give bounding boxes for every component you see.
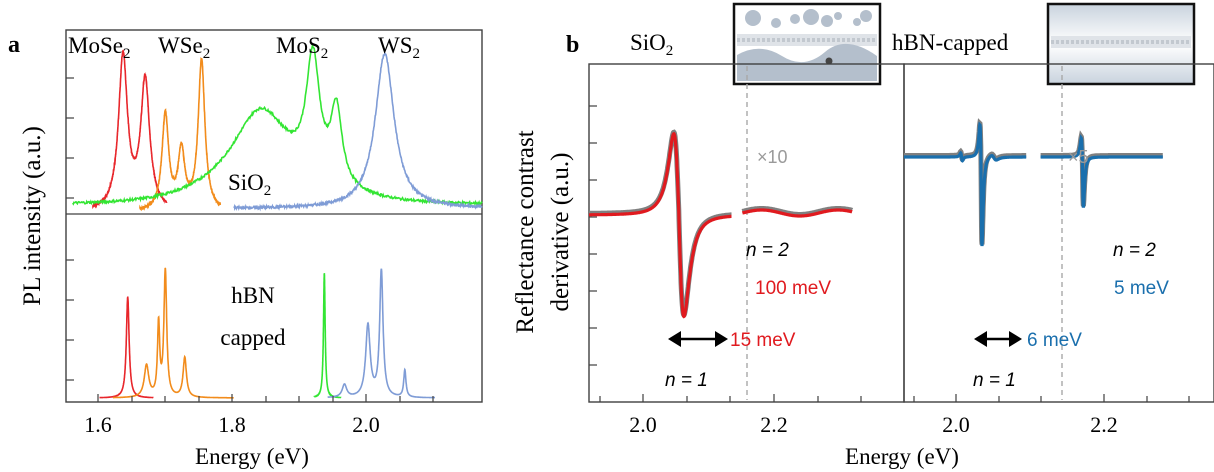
peak-label-ws2: WS2: [378, 33, 420, 62]
panel-b-right-frame: [903, 63, 1214, 403]
peak-label-wse2: WSe2: [158, 33, 210, 62]
panel-b-left-scale: ×10: [757, 147, 788, 167]
panel-a-ylabel: PL intensity (a.u.): [19, 126, 46, 306]
panel-b-ylabel-line1: Reflectance contrast: [512, 130, 539, 333]
panel-a-xtick-label: 1.6: [84, 412, 112, 437]
panel-b-left-width-n1: 15 meV: [730, 330, 796, 351]
panel-a-hbn-label-line1: hBN: [231, 283, 275, 308]
panel-b-xticks: [599, 394, 1190, 402]
pl-series-mose2-hbn: [99, 296, 154, 399]
panel-b-left-n1: n = 1: [665, 370, 708, 391]
pl-series-mos2-sio2: [72, 43, 483, 207]
sio2-schematic-icon: [732, 2, 882, 86]
panel-b-right-width-n2: 5 meV: [1114, 278, 1169, 299]
reflectance-curve-hbn-n1-reference: [904, 118, 1027, 245]
panel-a-xticks: [97, 394, 434, 402]
panel-b-left-n2: n = 2: [746, 240, 789, 261]
panel-a-letter: a: [8, 32, 20, 58]
panel-a-xtick-label: 2.0: [352, 412, 380, 437]
panel-b-right-n1: n = 1: [973, 370, 1016, 391]
panel-a-sio2-label: SiO2: [228, 170, 271, 199]
panel-b-xtick-label: 2.2: [760, 412, 788, 437]
peak-label-mos2: MoS2: [276, 33, 328, 62]
pl-series-ws2-sio2: [233, 51, 483, 212]
hbn-schematic-icon: [1046, 2, 1196, 86]
reflectance-curve-sio2-n2: [741, 208, 853, 218]
panel-b-right-scale: ×5: [1068, 147, 1089, 167]
peak-label-mose2: MoSe2: [68, 33, 130, 62]
panel-a-xlabel: Energy (eV): [195, 444, 309, 469]
panel-b-right-series: [904, 118, 1163, 247]
panel-b-xtick-label: 2.0: [942, 412, 970, 437]
panel-b-sio2-title: SiO2: [630, 30, 673, 59]
panel-a-bottom-series: [99, 267, 435, 399]
panel-b-right-width-n1: 6 meV: [1027, 330, 1082, 351]
reflectance-curve-hbn-n2: [1040, 133, 1163, 208]
panel-a-hbn-label-line2: capped: [220, 325, 286, 350]
panel-b-left-width-n2: 100 meV: [755, 278, 831, 299]
panel-b-xtick-label: 2.0: [629, 412, 657, 437]
reflectance-curve-hbn-n1: [904, 121, 1027, 247]
panel-b-hbn-title: hBN-capped: [892, 30, 1009, 55]
panel-b-left-series: [589, 129, 854, 319]
panel-b-ylabel-line2: derivative (a.u.): [547, 153, 574, 312]
pl-series-mos2-hbn: [313, 273, 342, 399]
panel-a-xtick-label: 1.8: [218, 412, 246, 437]
panel-b-xtick-label: 2.2: [1090, 412, 1118, 437]
pl-series-ws2-hbn: [327, 268, 435, 399]
reflectance-curve-sio2-n1: [589, 131, 732, 319]
panel-a-frame: [65, 29, 483, 403]
reflectance-curve-hbn-n2-reference: [1040, 130, 1163, 207]
pl-series-wse2-hbn: [113, 267, 234, 399]
panel-b-right-n2: n = 2: [1113, 240, 1156, 261]
pl-series-wse2-sio2: [139, 56, 222, 212]
panel-a-yticks: [66, 77, 74, 381]
pl-series-mose2-sio2: [92, 49, 168, 210]
panel-b-letter: b: [566, 32, 579, 58]
reflectance-curve-sio2-n1-reference: [589, 129, 732, 319]
width-arrow-right: [974, 331, 1022, 347]
panel-a-top-series: [72, 43, 483, 212]
width-arrow-left: [668, 331, 728, 347]
panel-b-yticks: [589, 105, 597, 366]
panel-b-xlabel: Energy (eV): [845, 444, 959, 469]
